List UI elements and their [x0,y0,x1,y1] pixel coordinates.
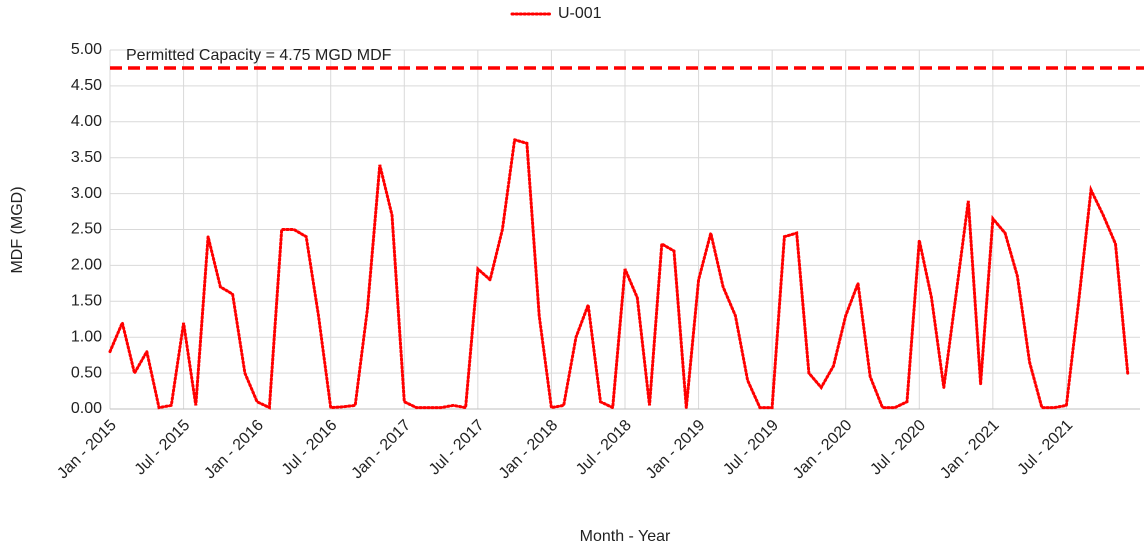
y-tick-label: 3.00 [71,185,102,202]
y-tick-label: 4.50 [71,77,102,94]
x-tick-label: Jan - 2017 [349,417,415,483]
y-tick-label: 1.00 [71,328,102,345]
x-tick-label: Jan - 2019 [643,417,709,483]
x-tick-label: Jan - 2015 [54,417,120,483]
legend-label: U-001 [558,5,602,22]
data-line [108,137,1130,410]
x-tick-label: Jul - 2021 [1015,417,1077,479]
reference-label: Permitted Capacity = 4.75 MGD MDF [126,47,392,64]
x-tick-label: Jul - 2015 [132,417,194,479]
x-tick-label: Jan - 2020 [790,417,856,483]
x-tick-label: Jan - 2021 [937,417,1003,483]
x-tick-label: Jul - 2019 [720,417,782,479]
x-axis-title: Month - Year [580,528,671,545]
y-tick-label: 5.00 [71,41,102,58]
y-tick-label: 3.50 [71,149,102,166]
y-tick-label: 2.00 [71,257,102,274]
y-tick-label: 0.50 [71,364,102,381]
y-tick-label: 0.00 [71,400,102,417]
x-tick-label: Jul - 2020 [867,417,929,479]
x-tick-label: Jan - 2016 [201,417,267,483]
x-tick-label: Jul - 2017 [426,417,488,479]
y-axis-title: MDF (MGD) [9,186,26,273]
x-tick-label: Jan - 2018 [496,417,562,483]
y-tick-label: 4.00 [71,113,102,130]
x-tick-label: Jul - 2018 [573,417,635,479]
y-tick-label: 2.50 [71,221,102,238]
x-tick-label: Jul - 2016 [279,417,341,479]
y-tick-label: 1.50 [71,293,102,310]
